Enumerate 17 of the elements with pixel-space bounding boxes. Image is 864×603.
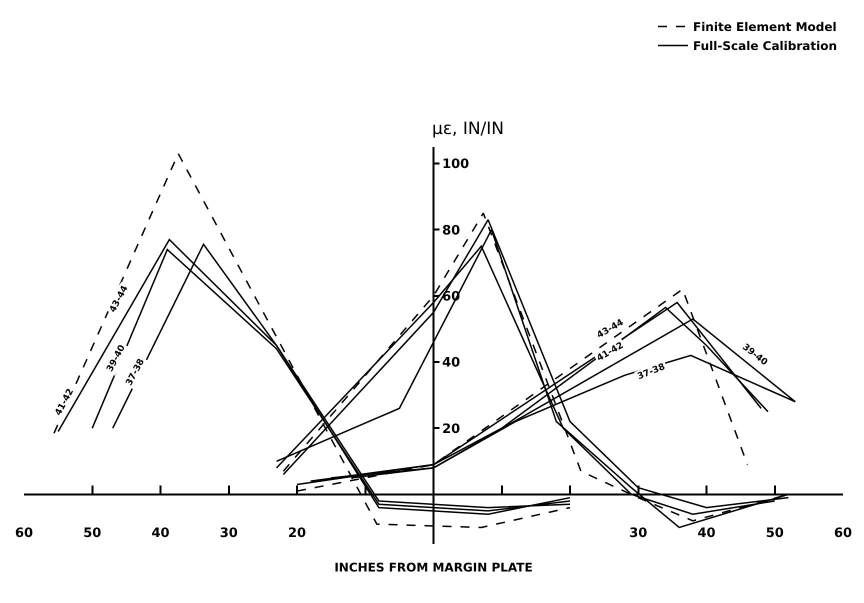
x-tick-label: 50 xyxy=(83,526,102,541)
x-tick-label: 20 xyxy=(288,526,306,541)
legend-label: Finite Element Model xyxy=(693,20,837,34)
x-tick-label: 60 xyxy=(834,526,852,541)
x-axis-title: INCHES FROM MARGIN PLATE xyxy=(334,560,533,574)
y-tick-label: 80 xyxy=(442,223,460,238)
x-tick-label: 40 xyxy=(697,526,716,541)
legend-label: Full-Scale Calibration xyxy=(693,39,838,54)
x-tick-label: 30 xyxy=(220,526,238,541)
y-tick-label: 40 xyxy=(442,356,460,371)
x-tick-label: 60 xyxy=(14,526,34,541)
y-tick-label: 100 xyxy=(442,157,470,172)
x-tick-label: 50 xyxy=(766,526,784,541)
x-tick-label: 30 xyxy=(629,526,648,541)
y-tick-label: 20 xyxy=(442,422,460,437)
y-axis-title: με, IN/IN xyxy=(432,119,504,139)
x-tick-label: 40 xyxy=(151,526,170,541)
